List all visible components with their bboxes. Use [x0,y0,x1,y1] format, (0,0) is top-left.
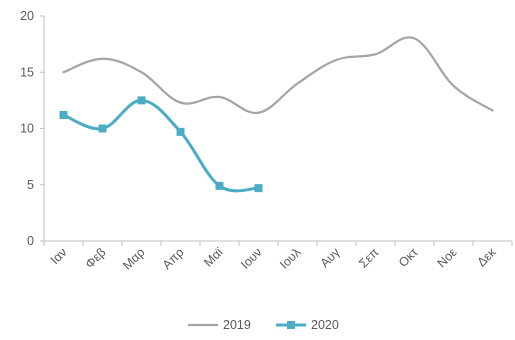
x-tick-label: Φεβ [83,245,109,271]
legend-label-2020: 2020 [311,318,339,332]
data-point-2020 [137,96,146,105]
x-tick-label: Οκτ [396,245,421,270]
x-tick-label: Μαϊ [201,244,226,269]
x-tick-label: Ιουν [238,245,265,272]
x-tick-label: Σεπ [356,245,382,271]
x-tick-label: Ιαν [48,245,70,267]
data-point-2020 [59,111,68,119]
legend-item-2020: 2020 [276,318,339,332]
series-line-2019 [62,36,494,114]
x-tick-label: Μαρ [120,245,147,272]
y-tick-label: 10 [20,122,34,136]
y-tick-label: 20 [20,9,34,23]
data-point-2020 [254,184,263,193]
x-tick-label: Νοε [434,245,459,270]
data-point-2020 [176,127,185,136]
y-tick-label: 5 [27,178,34,192]
chart-axes [40,15,513,246]
y-tick-label: 15 [20,65,34,79]
x-tick-label: Απρ [160,245,187,272]
legend: 2019 2020 [188,318,339,332]
series-line-2020 [62,98,260,193]
legend-marker-2020 [287,321,295,329]
x-tick-label: Αυγ [318,245,344,271]
series-2020 [59,96,263,193]
x-tick-label: Δεκ [474,245,499,270]
legend-label-2019: 2019 [223,318,251,332]
data-point-2020 [215,181,224,190]
y-axis-tick-labels: 0 5 10 15 20 [20,9,34,248]
series-2019 [62,36,494,114]
x-axis-tick-labels: Ιαν Φεβ Μαρ Απρ Μαϊ Ιουν Ιουλ Αυγ Σεπ Οκτ Νοε Δεκ [48,244,499,272]
legend-item-2019: 2019 [188,318,251,332]
x-tick-label: Ιουλ [277,245,304,272]
data-point-2020 [98,124,107,133]
y-tick-label: 0 [27,234,34,248]
series-layer [59,36,494,193]
